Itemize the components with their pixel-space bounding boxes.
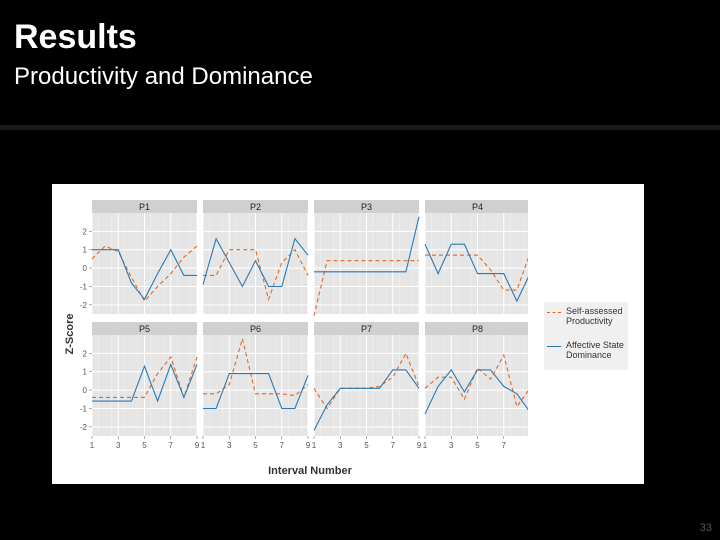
panel-strip-P8 [425, 322, 530, 335]
panel-strip-P7 [314, 322, 419, 335]
y-tick-label: 2 [83, 227, 88, 236]
y-tick-label: -2 [80, 301, 88, 310]
series-line-P5-productivity [92, 355, 198, 400]
panel-label-P3: P3 [361, 202, 372, 212]
x-tick-label: 3 [338, 441, 343, 450]
y-tick-label: 0 [83, 386, 88, 395]
y-tick-label: 1 [83, 368, 88, 377]
panel-label-P2: P2 [250, 202, 261, 212]
series-line-P6-dominance [203, 373, 309, 410]
x-tick-label: 3 [227, 441, 232, 450]
slide-title: Results [14, 18, 137, 56]
panel-plot-bg-P8 [425, 335, 530, 436]
panel-strip-P1 [92, 200, 197, 213]
series-line-P1-productivity [91, 245, 198, 303]
panel-label-P4: P4 [472, 202, 483, 212]
x-tick-label: 5 [364, 441, 369, 450]
y-tick-label: 1 [83, 246, 88, 255]
series-line-P4-dominance [424, 243, 531, 303]
panel-strip-P6 [203, 322, 308, 335]
x-tick-label: 9 [417, 441, 422, 450]
series-line-P4-productivity [425, 253, 531, 291]
y-tick-label: 0 [83, 264, 88, 273]
x-tick-label: 7 [169, 441, 174, 450]
panel-plot-bg-P4 [425, 213, 530, 314]
y-tick-label: 2 [83, 349, 88, 358]
series-line-P6-productivity [203, 336, 309, 397]
y-tick-label: -2 [80, 423, 88, 432]
series-line-P7-dominance [313, 369, 420, 431]
x-tick-label: 5 [142, 441, 147, 450]
x-tick-label: 3 [116, 441, 121, 450]
legend-box: Self-assessed Productivity Affective Sta… [544, 302, 628, 370]
series-line-P8-productivity [424, 353, 531, 408]
panel-label-P1: P1 [139, 202, 150, 212]
header-divider [0, 125, 720, 130]
x-tick-label: 7 [280, 441, 285, 450]
x-tick-label: 7 [502, 441, 507, 450]
x-tick-label: 1 [312, 441, 317, 450]
x-tick-label: 5 [253, 441, 258, 450]
panel-label-P8: P8 [472, 324, 483, 334]
series-line-P2-dominance [202, 237, 309, 288]
x-tick-label: 1 [90, 441, 95, 450]
panel-strip-P3 [314, 200, 419, 213]
series-line-P5-dominance [92, 362, 198, 403]
x-tick-label: 9 [195, 441, 200, 450]
panel-label-P7: P7 [361, 324, 372, 334]
slide-subtitle: Productivity and Dominance [14, 63, 313, 90]
panel-label-P5: P5 [139, 324, 150, 334]
x-tick-label: 1 [423, 441, 428, 450]
chart-legend: Self-assessed Productivity Affective Sta… [528, 184, 644, 484]
panel-strip-P2 [203, 200, 308, 213]
x-tick-label: 3 [449, 441, 454, 450]
series-line-P8-dominance [424, 368, 531, 415]
x-tick-label: 9 [306, 441, 311, 450]
x-tick-label: 7 [391, 441, 396, 450]
panel-strip-P4 [425, 200, 530, 213]
page-number: 33 [699, 522, 712, 534]
x-axis-title: Interval Number [268, 465, 352, 477]
chart-canvas: P1 -2 -1 0 1 2 P2 P3 P4 P5 -2 -1 0 1 2 1 3 5 7 9 P6 1 3 5 7 9 P7 1 3… [64, 200, 533, 477]
legend-swatch-productivity [547, 312, 561, 313]
x-tick-label: 5 [475, 441, 480, 450]
legend-swatch-dominance [547, 346, 561, 347]
y-axis-title: Z-Score [64, 314, 76, 355]
y-tick-label: -1 [80, 282, 88, 291]
x-tick-label: 1 [201, 441, 206, 450]
series-line-P7-productivity [313, 352, 420, 410]
panel-strip-P5 [92, 322, 197, 335]
legend-label-dominance: Affective State Dominance [566, 340, 624, 360]
legend-label-productivity: Self-assessed Productivity [566, 306, 623, 326]
panel-label-P6: P6 [250, 324, 261, 334]
y-tick-label: -1 [80, 404, 88, 413]
series-line-P3-dominance [314, 216, 420, 273]
series-line-P1-dominance [92, 248, 197, 301]
faceted-line-chart: P1 -2 -1 0 1 2 P2 P3 P4 P5 -2 -1 0 1 2 1 3 5 7 9 P6 1 3 5 7 9 P7 1 3… [52, 184, 533, 484]
